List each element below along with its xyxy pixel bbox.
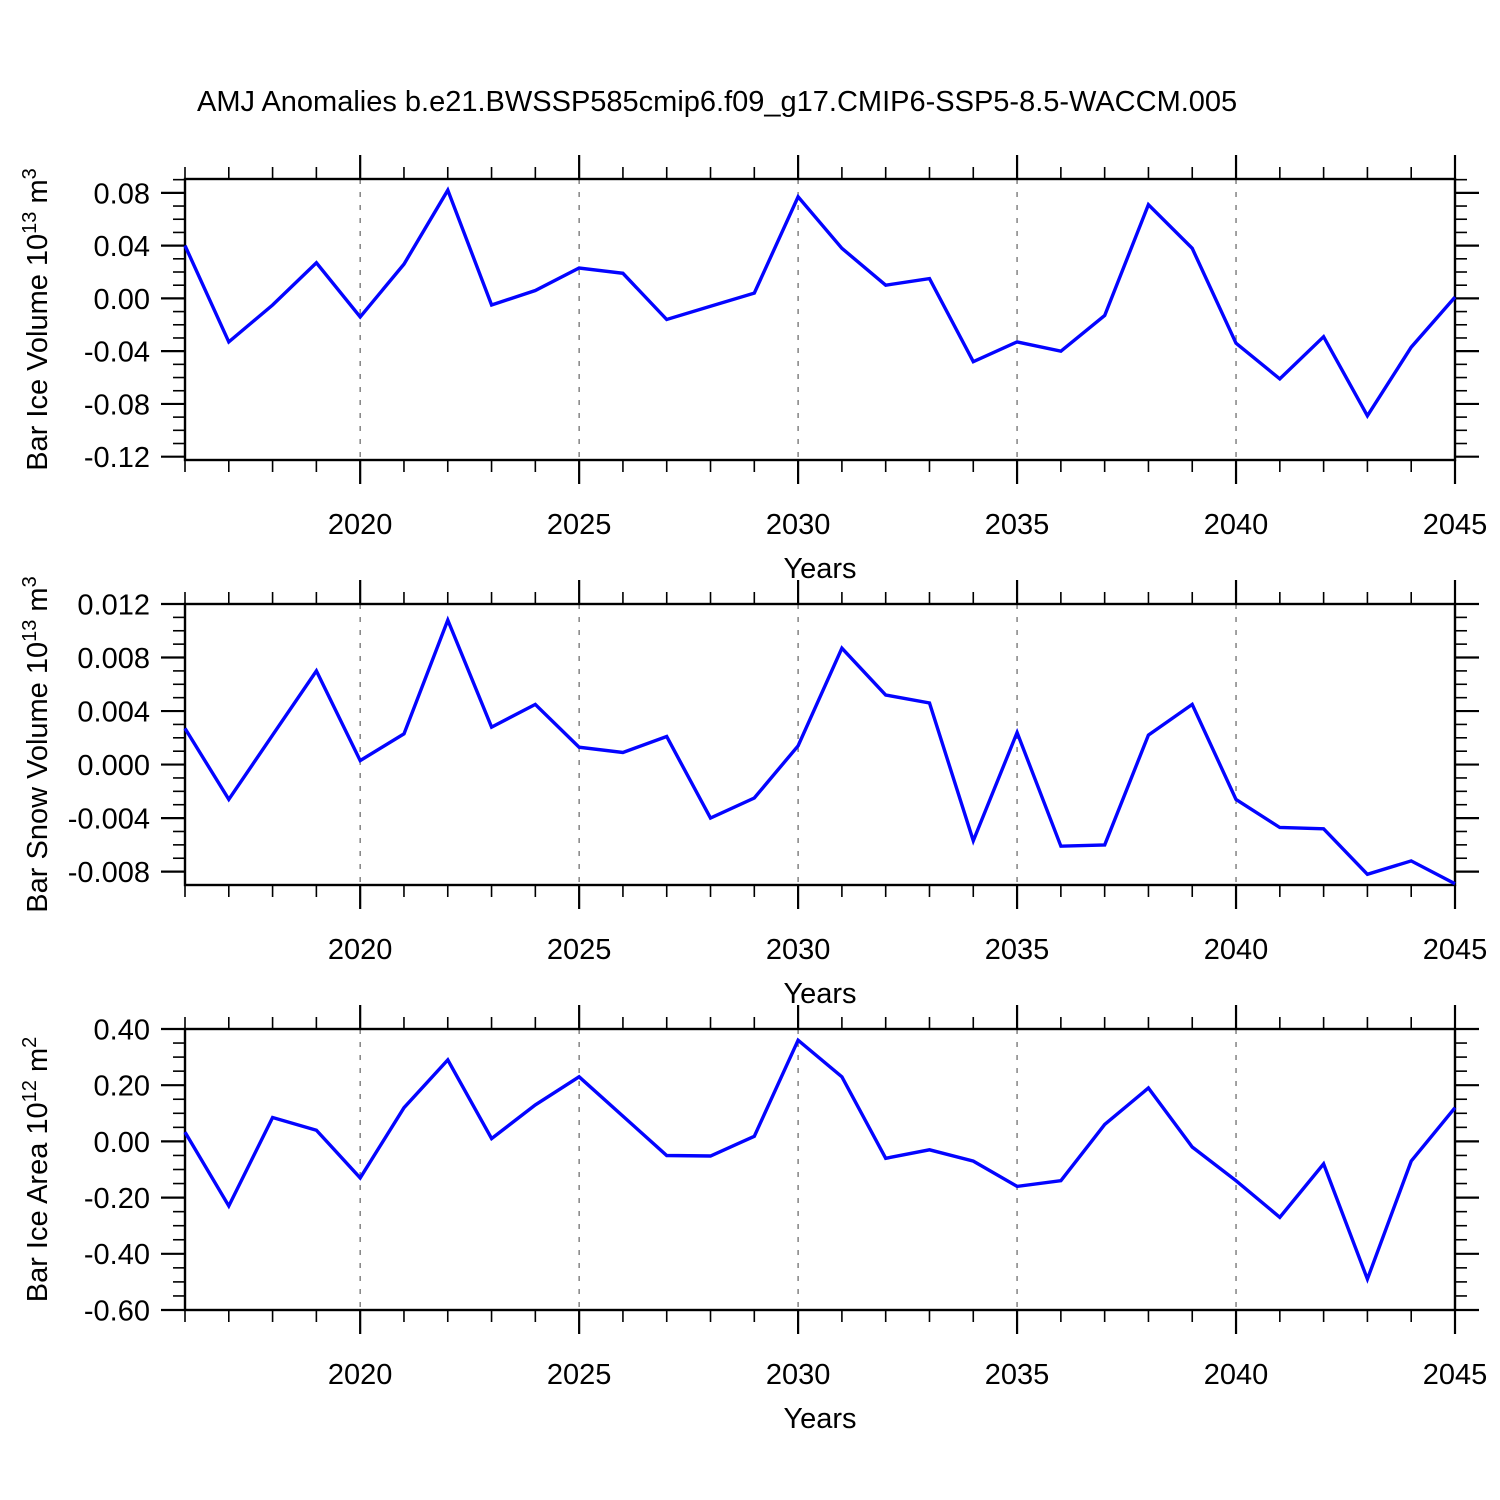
x-tick-label: 2030 [766, 509, 831, 541]
y-tick-label: -0.04 [84, 337, 150, 369]
x-tick-label: 2030 [766, 934, 831, 966]
y-tick-label: -0.12 [84, 442, 150, 474]
plot-frame [183, 602, 1457, 887]
plot-frame [183, 1027, 1457, 1312]
data-line [183, 615, 1456, 886]
plot-frame [183, 177, 1457, 462]
y-axis-title-sup: 13 [19, 620, 41, 642]
x-tick-label: 2045 [1423, 509, 1488, 541]
y-axis-title-sup: 3 [19, 168, 41, 179]
x-tick-label: 2035 [985, 509, 1050, 541]
y-tick-label: 0.012 [77, 589, 150, 621]
x-tick-label: 2025 [547, 1359, 612, 1391]
y-axis-title: Bar Ice Area 1012 m2 [19, 1037, 54, 1303]
y-axis-title-part: m [22, 179, 54, 211]
y-axis-title-part: Bar Ice Area 10 [22, 1102, 54, 1302]
y-tick-label: 0.00 [94, 284, 150, 316]
y-axis-title-sup: 2 [19, 1037, 41, 1048]
chart-title: AMJ Anomalies b.e21.BWSSP585cmip6.f09_g1… [197, 86, 1238, 118]
y-tick-label: -0.004 [68, 804, 150, 836]
y-axis-title-sup: 3 [19, 576, 41, 587]
y-axis-title-sup: 12 [19, 1080, 41, 1102]
x-tick-label: 2020 [328, 934, 393, 966]
y-axis-title-part: Bar Snow Volume 10 [22, 642, 54, 913]
y-axis-title: Bar Ice Volume 1013 m3 [19, 168, 54, 471]
y-axis-title-part: m [22, 587, 54, 619]
y-tick-label: -0.20 [84, 1183, 150, 1215]
y-tick-label: 0.04 [94, 231, 150, 263]
x-tick-label: 2035 [985, 1359, 1050, 1391]
y-tick-label: 0.000 [77, 750, 150, 782]
y-tick-label: -0.008 [68, 857, 150, 889]
y-tick-label: -0.08 [84, 389, 150, 421]
x-axis-title: Years [783, 1403, 856, 1435]
data-line [183, 186, 1457, 420]
x-tick-label: 2045 [1423, 934, 1488, 966]
x-axis-title: Years [783, 553, 856, 585]
x-tick-label: 2020 [328, 1359, 393, 1391]
y-axis-title: Bar Snow Volume 1013 m3 [19, 576, 54, 912]
y-tick-label: 0.08 [94, 178, 150, 210]
y-tick-label: 0.008 [77, 643, 150, 675]
x-axis-title: Years [783, 978, 856, 1010]
panel-ice-area: 0.40 0.20 0.00 -0.20 -0.40 -0.60 2020 2025 2030 2… [19, 1005, 1487, 1435]
y-tick-label: 0.40 [94, 1014, 150, 1046]
x-tick-label: 2040 [1204, 1359, 1269, 1391]
x-tick-label: 2025 [547, 934, 612, 966]
x-tick-label: 2040 [1204, 509, 1269, 541]
y-tick-label: 0.20 [94, 1071, 150, 1103]
panel-ice-volume: 0.08 0.04 0.00 -0.04 -0.08 -0.12 2020 2025 2030 2… [19, 155, 1487, 585]
y-axis-title-part: Bar Ice Volume 10 [22, 234, 54, 471]
y-tick-label: -0.40 [84, 1239, 150, 1271]
x-tick-label: 2045 [1423, 1359, 1488, 1391]
data-line [183, 1037, 1457, 1284]
y-tick-label: -0.60 [84, 1295, 150, 1327]
x-tick-label: 2040 [1204, 934, 1269, 966]
y-axis-title-sup: 13 [19, 212, 41, 234]
x-tick-label: 2025 [547, 509, 612, 541]
x-tick-label: 2020 [328, 509, 393, 541]
x-tick-label: 2030 [766, 1359, 831, 1391]
y-axis-title-part: m [22, 1048, 54, 1080]
panel-snow-volume: 0.012 0.008 0.004 0.000 -0.004 -0.008 2020 2025… [19, 576, 1487, 1010]
y-tick-label: 0.00 [94, 1127, 150, 1159]
y-tick-label: 0.004 [77, 696, 150, 728]
x-tick-label: 2035 [985, 934, 1050, 966]
